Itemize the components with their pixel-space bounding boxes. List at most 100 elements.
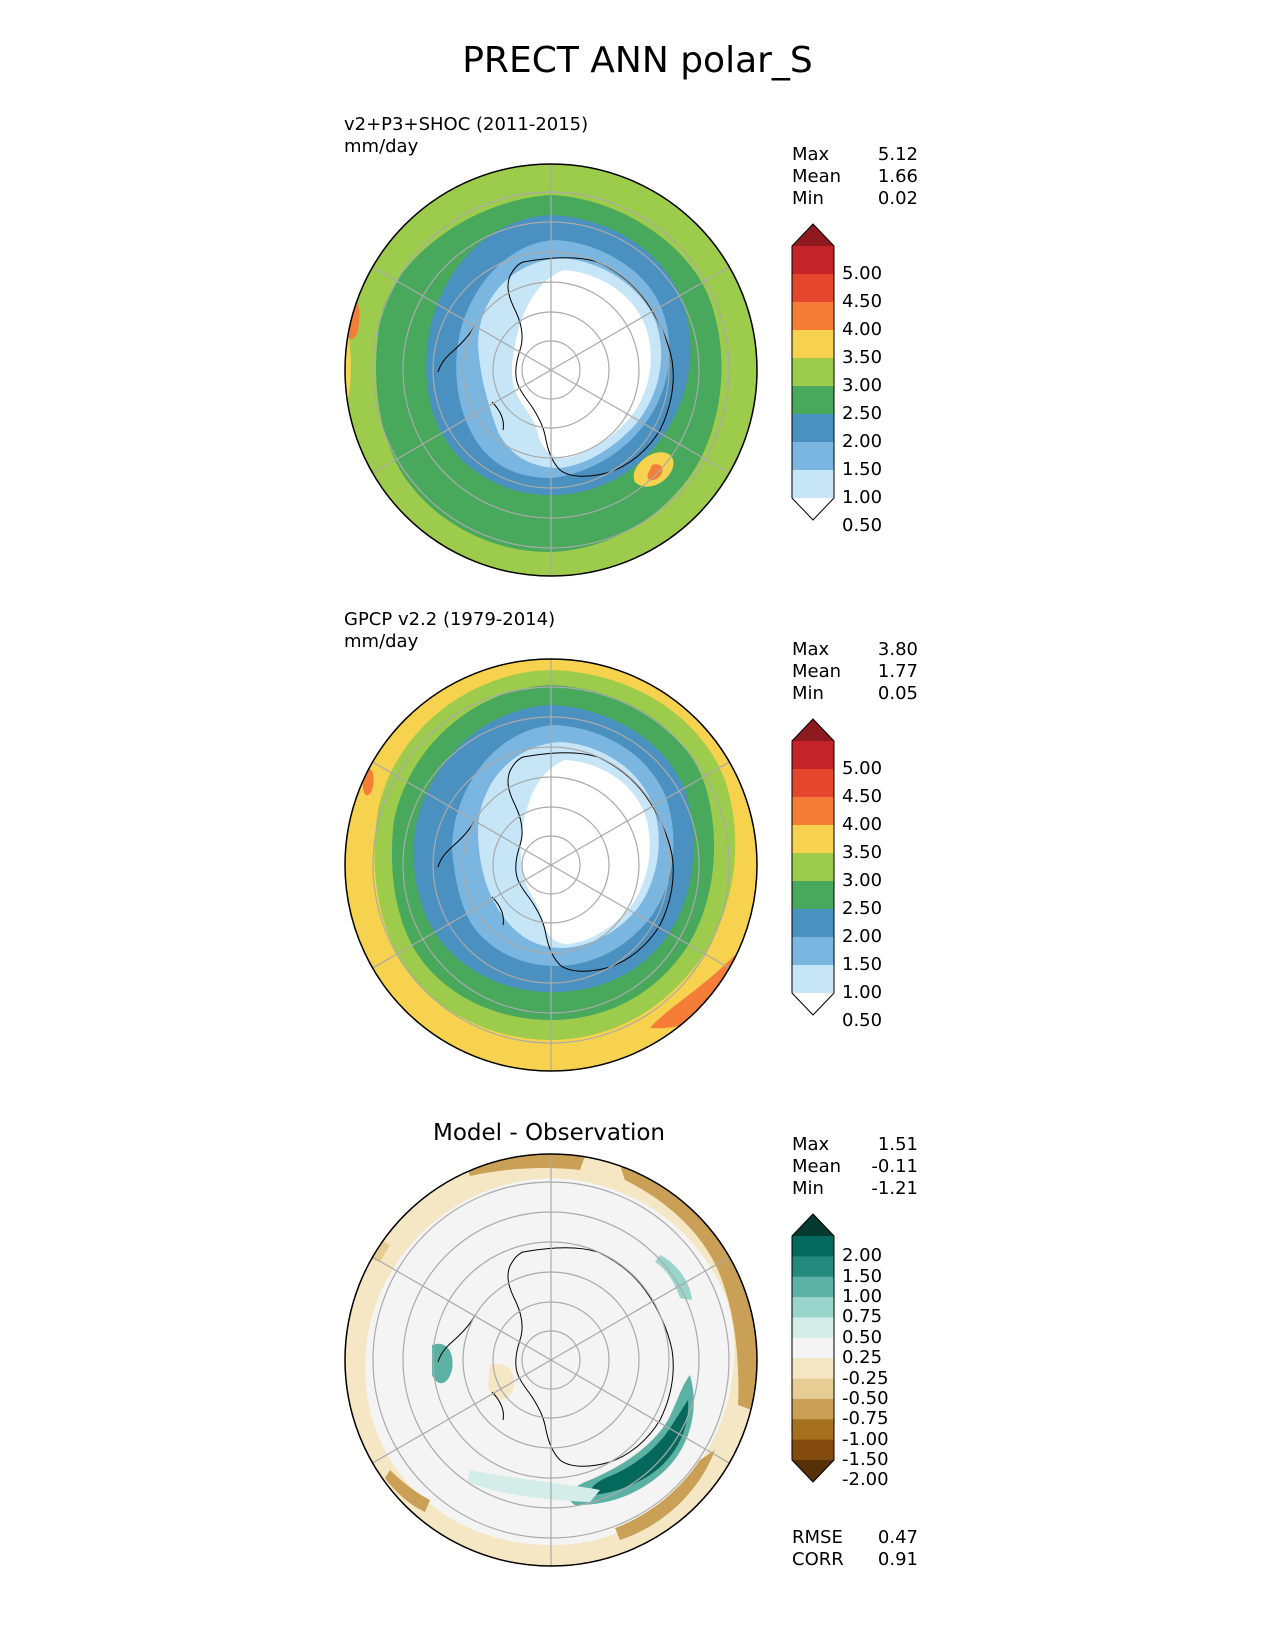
colorbar2-outline	[791, 718, 835, 1016]
colorbar2-extend-min	[792, 993, 834, 1015]
colorbar3-segment	[792, 1439, 834, 1461]
colorbar1-segment	[792, 470, 834, 499]
panel2-stats: Max 3.80 Mean 1.77 Min 0.05	[792, 639, 918, 705]
panel3-title: Model - Observation	[432, 1120, 666, 1146]
panel3-max-label: Max	[792, 1134, 830, 1155]
map-border-panel3	[344, 1153, 758, 1567]
colorbar-panel3	[791, 1213, 835, 1483]
panel2-units: mm/day	[344, 631, 419, 652]
colorbar2-segment	[792, 825, 834, 854]
colorbar2-tick-label: 3.50	[842, 842, 883, 863]
diff-dry-se	[615, 1450, 715, 1540]
colorbar2-tick-label: 2.50	[842, 898, 883, 919]
colorbar2-segment	[792, 937, 834, 966]
colorbar1-segment	[792, 358, 834, 387]
colorbar2-tick-label: 3.00	[842, 870, 883, 891]
panel3-stats: Max 1.51 Mean -0.11 Min -1.21	[792, 1134, 918, 1200]
obs-orange-patch-se	[650, 955, 740, 1029]
map-border-panel1	[344, 163, 758, 577]
panel3-metrics: RMSE 0.47 CORR 0.91	[792, 1527, 918, 1571]
panel3-max-value: 1.51	[877, 1134, 918, 1155]
colorbar3-segment	[792, 1297, 834, 1318]
panel3-min-value: -1.21	[871, 1178, 918, 1199]
colorbar1-segment	[792, 442, 834, 471]
panel1-min-value: 0.02	[877, 188, 918, 209]
colorbar3-tick-label: 1.50	[842, 1265, 883, 1287]
colorbar2-tick-label: 1.00	[842, 982, 883, 1003]
colorbar2-tick-label: 0.50	[842, 1010, 883, 1031]
colorbar1-tick-label: 3.50	[842, 347, 883, 368]
colorbar3-tick-label: 0.75	[842, 1306, 883, 1328]
panel2-mean-label: Mean	[792, 661, 842, 682]
panel3-mean-label: Mean	[792, 1156, 842, 1177]
colorbar2-tick-label: 5.00	[842, 758, 883, 779]
colorbar1-tick-label: 1.50	[842, 459, 883, 480]
panel2-mean-value: 1.77	[877, 661, 918, 682]
panel1-stats: Max 5.12 Mean 1.66 Min 0.02	[792, 144, 918, 210]
colorbar1-segment	[792, 330, 834, 359]
panel1-title-line1: v2+P3+SHOC (2011-2015)	[344, 114, 589, 135]
panel2-max-label: Max	[792, 639, 830, 660]
panel1-max-value: 5.12	[877, 144, 918, 165]
colorbar2-extend-max	[792, 719, 834, 741]
diff-dry-sw	[385, 1470, 430, 1512]
colorbar2-segment	[792, 853, 834, 882]
obs-white-interior	[520, 760, 650, 944]
panel1-mean-label: Mean	[792, 166, 842, 187]
colorbar3-segment	[792, 1256, 834, 1278]
panel3-mean-value: -0.11	[871, 1156, 918, 1177]
figure-title: PRECT ANN polar_S	[462, 40, 813, 81]
panel2-min-label: Min	[792, 683, 824, 704]
colorbar3-tick-label: 0.25	[842, 1347, 883, 1369]
colorbar3-segment	[792, 1236, 834, 1257]
antarctica-coastline-2	[437, 752, 674, 972]
diff-wet-southeast-core	[590, 1400, 689, 1495]
colorbar1-segment	[792, 386, 834, 415]
colorbar1-tick-label: 3.00	[842, 375, 883, 396]
panel1-mean-value: 1.66	[877, 166, 918, 187]
colorbar3-extend-min	[792, 1460, 834, 1482]
graticule-panel3	[372, 1154, 730, 1566]
rmse-value: 0.47	[877, 1527, 918, 1548]
panel1-title: v2+P3+SHOC (2011-2015) mm/day	[344, 114, 588, 158]
colorbar1-tick-label: 4.50	[842, 291, 883, 312]
colorbar1-segment	[792, 274, 834, 303]
colorbar-panel1	[791, 223, 835, 521]
panel1-max-label: Max	[792, 144, 830, 165]
colorbar3-extend-max	[792, 1214, 834, 1236]
colorbar1-tick-label: 0.50	[842, 515, 883, 536]
corr-value: 0.91	[877, 1549, 918, 1570]
colorbar3-tick-label: -1.00	[842, 1428, 889, 1450]
antarctica-coastline-1	[437, 257, 674, 477]
panel2-min-value: 0.05	[877, 683, 918, 704]
model-warm-patch-east-core	[647, 464, 663, 481]
diff-wet-west	[432, 1343, 453, 1384]
colorbar2-tick-label: 4.00	[842, 814, 883, 835]
colorbar3-tick-label: 2.00	[842, 1245, 883, 1267]
graticule-panel2	[372, 659, 730, 1071]
colorbar2-tick-label: 4.50	[842, 786, 883, 807]
colorbar1-segment	[792, 246, 834, 275]
colorbar3-tick-label: -0.25	[842, 1367, 889, 1389]
graticule-panel1	[372, 164, 730, 576]
colorbar1-outline	[791, 223, 835, 521]
colorbar2-segment	[792, 797, 834, 826]
rmse-label: RMSE	[792, 1527, 843, 1548]
diff-dry-ne	[620, 1165, 757, 1410]
colorbar3-segment	[792, 1378, 834, 1400]
panel2-max-value: 3.80	[877, 639, 918, 660]
colorbar2-segment	[792, 965, 834, 994]
colorbar1-tick-label: 2.00	[842, 431, 883, 452]
colorbar2-tick-label: 1.50	[842, 954, 883, 975]
colorbar3-segment	[792, 1419, 834, 1441]
colorbar1-tick-label: 5.00	[842, 263, 883, 284]
panel1-units: mm/day	[344, 136, 419, 157]
colorbar3-segment	[792, 1317, 834, 1339]
colorbar3-tick-label: -0.50	[842, 1387, 889, 1409]
colorbar-panel2	[791, 718, 835, 1016]
colorbar2-segment	[792, 881, 834, 910]
colorbar2-segment	[792, 909, 834, 938]
colorbar3-tick-label: 0.50	[842, 1326, 883, 1348]
colorbar1-tick-label: 1.00	[842, 487, 883, 508]
